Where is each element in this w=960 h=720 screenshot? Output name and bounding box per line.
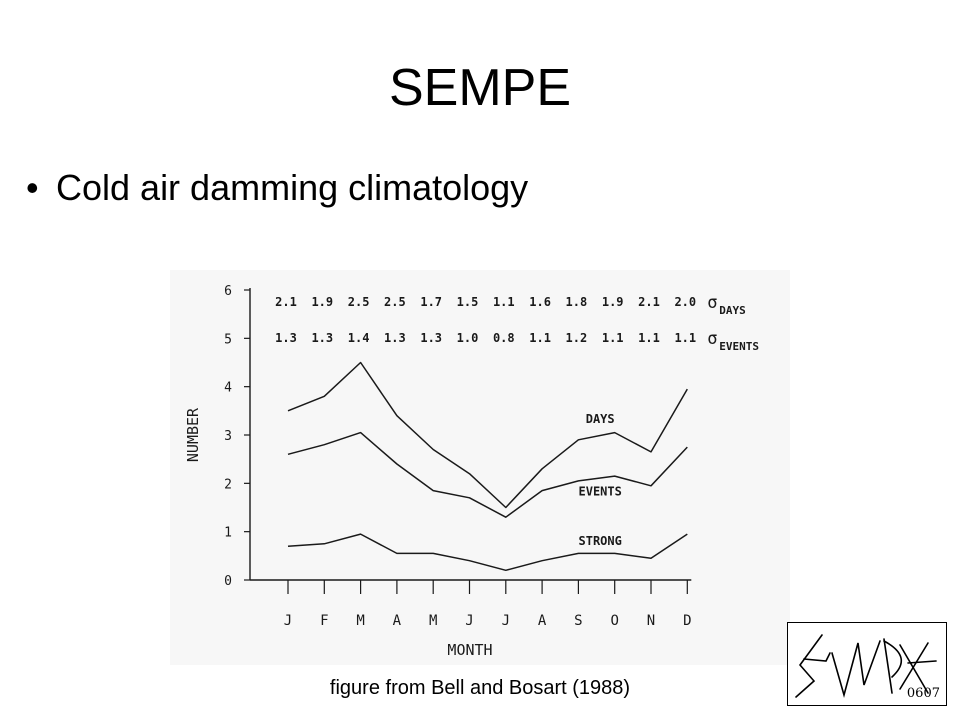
x-tick-label: N — [647, 613, 655, 629]
x-axis-label: MONTH — [447, 641, 492, 659]
y-tick-label: 0 — [224, 574, 232, 589]
sigma-value: 2.0 — [674, 295, 696, 309]
sigma-value: 1.9 — [602, 295, 624, 309]
sigma-value: 1.0 — [457, 331, 479, 345]
x-tick-label: A — [538, 613, 547, 629]
climatology-chart: 0 1 2 3 4 5 6 J F M A M J J A S O N D 2.1 1.9 2.5 2.5 1.7 1.5 1.… — [170, 270, 790, 665]
sigma-value: 1.8 — [566, 295, 588, 309]
series-line-days — [287, 361, 688, 509]
chart-svg: 0 1 2 3 4 5 6 J F M A M J J A S O N D 2.1 1.9 2.5 2.5 1.7 1.5 1.… — [184, 284, 759, 659]
x-tick-label: O — [610, 613, 618, 629]
series-line-events — [287, 431, 688, 518]
logo-mark-icon — [795, 634, 937, 698]
series-label: DAYS — [586, 412, 615, 426]
sigma-value: 1.4 — [348, 331, 370, 345]
x-tick-label: J — [465, 613, 473, 629]
chart-labels: MONTH NUMBER DAYS EVENTS STRONG — [184, 407, 622, 659]
sigma-value: 1.2 — [566, 331, 588, 345]
y-tick-label: 6 — [224, 284, 232, 299]
sigma-value: 1.3 — [384, 331, 406, 345]
bullet-item: • Cold air damming climatology — [26, 166, 528, 210]
series-line-strong — [287, 533, 688, 572]
y-axis-label: NUMBER — [184, 407, 202, 462]
sigma-value: 1.9 — [311, 295, 333, 309]
sigma-value: 0.8 — [493, 331, 515, 345]
sigma-value: 1.7 — [420, 295, 442, 309]
x-tick-label: F — [320, 613, 328, 629]
y-tick-label: 2 — [224, 477, 232, 492]
bullet-text: Cold air damming climatology — [56, 167, 529, 208]
y-tick-label: 4 — [224, 381, 232, 396]
sigma-subscript: DAYS — [719, 304, 746, 317]
sigma-value: 1.1 — [674, 331, 696, 345]
sigma-value: 1.1 — [602, 331, 624, 345]
x-tick-label: M — [429, 613, 437, 629]
bullet-dot: • — [26, 167, 39, 208]
x-tick-label: D — [683, 613, 691, 629]
sigma-value: 1.1 — [638, 331, 660, 345]
sigma-symbol: σ — [707, 293, 717, 313]
sigma-value: 1.1 — [493, 295, 515, 309]
sigma-value: 2.5 — [384, 295, 406, 309]
sempe-logo: 0607 — [787, 622, 947, 706]
x-tick-label: J — [284, 613, 292, 629]
sigma-value: 1.3 — [420, 331, 442, 345]
y-tick-label: 5 — [224, 332, 232, 347]
chart-ticks: 0 1 2 3 4 5 6 J F M A M J J A S O N D — [224, 284, 691, 629]
sigma-value: 2.5 — [348, 295, 370, 309]
x-tick-label: J — [502, 613, 510, 629]
x-tick-label: A — [393, 613, 402, 629]
figure-caption: figure from Bell and Bosart (1988) — [329, 677, 631, 699]
chart-series — [287, 361, 688, 572]
y-tick-label: 3 — [224, 429, 232, 444]
sigma-value: 2.1 — [638, 295, 660, 309]
x-tick-label: S — [574, 613, 582, 629]
sigma-value: 2.1 — [275, 295, 297, 309]
sigma-value: 1.5 — [457, 295, 479, 309]
sigma-value: 1.3 — [275, 331, 297, 345]
series-label: STRONG — [579, 534, 622, 548]
sigma-table: 2.1 1.9 2.5 2.5 1.7 1.5 1.1 1.6 1.8 1.9 2.1 2.0 σ DAY… — [275, 293, 759, 353]
sigma-subscript: EVENTS — [719, 340, 759, 353]
sigma-value: 1.3 — [311, 331, 333, 345]
x-tick-label: M — [356, 613, 364, 629]
sigma-value: 1.6 — [529, 295, 551, 309]
sigma-value: 1.1 — [529, 331, 551, 345]
sigma-symbol: σ — [707, 329, 717, 349]
series-label: EVENTS — [579, 484, 622, 498]
logo-code: 0607 — [906, 686, 940, 701]
slide-title: SEMPE — [388, 59, 572, 117]
y-tick-label: 1 — [224, 526, 232, 541]
